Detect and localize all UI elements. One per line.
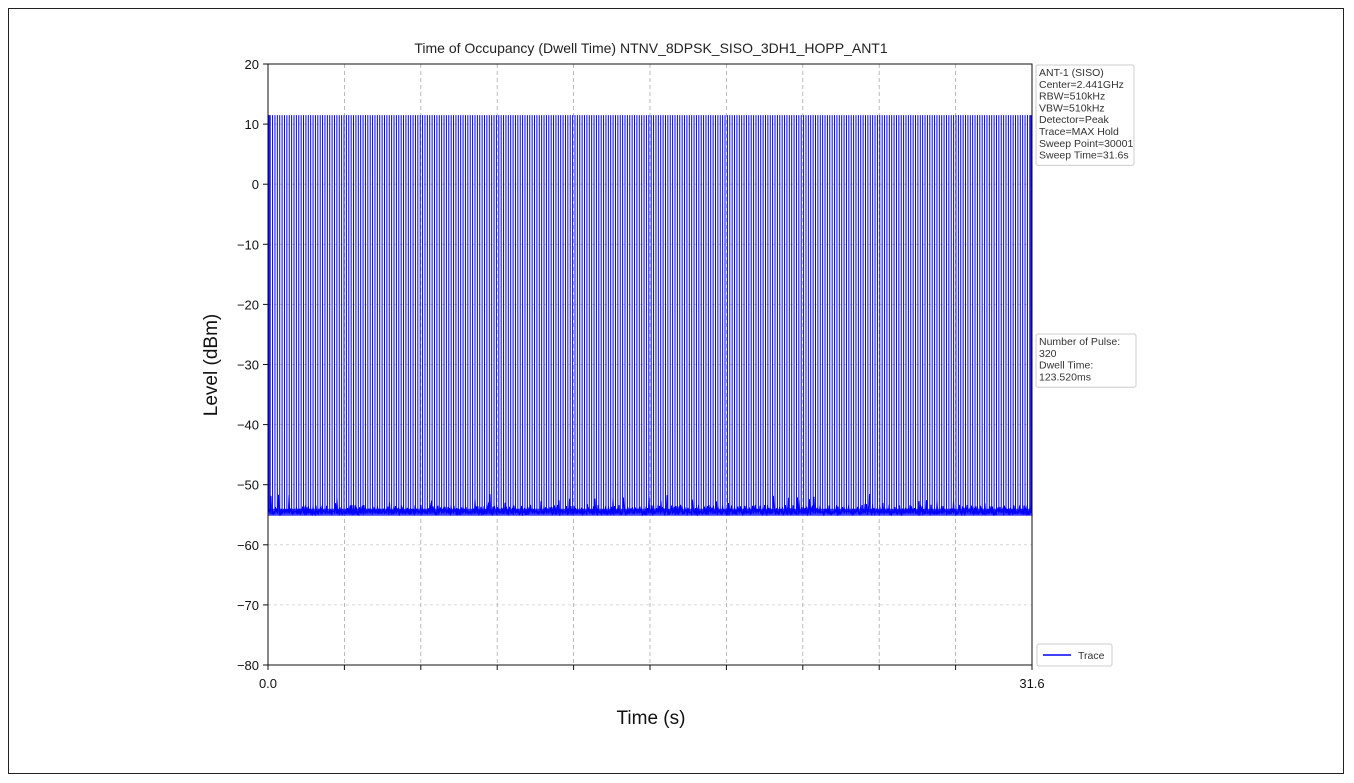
settings-line-1: Center=2.441GHz <box>1039 79 1124 91</box>
y-tick-label-5: −30 <box>237 358 259 373</box>
settings-line-3: VBW=510kHz <box>1039 102 1105 114</box>
legend: Trace <box>1036 643 1113 667</box>
x-tick-label-0: 0.0 <box>259 676 277 691</box>
y-tick-label-9: −70 <box>237 598 259 613</box>
y-tick-label-7: −50 <box>237 478 259 493</box>
result-line-2: Dwell Time: <box>1039 360 1093 372</box>
y-tick-label-8: −60 <box>237 538 259 553</box>
y-axis: 20 10 0 −10 −20 −30 −40 −50 −60 −70 −80 <box>237 57 268 673</box>
settings-line-2: RBW=510kHz <box>1039 91 1105 103</box>
y-tick-label-0: 20 <box>245 57 259 72</box>
trace-noise-band <box>268 508 1032 516</box>
y-tick-label-6: −40 <box>237 418 259 433</box>
settings-line-7: Sweep Time=31.6s <box>1039 150 1129 162</box>
result-line-3: 123.520ms <box>1039 371 1091 383</box>
y-tick-label-4: −20 <box>237 297 259 312</box>
y-tick-label-1: 10 <box>245 117 259 132</box>
settings-line-6: Sweep Point=30001 <box>1039 138 1133 150</box>
x-tick-label-1: 31.6 <box>1019 676 1044 691</box>
trace-pulses <box>269 115 1031 514</box>
x-axis-label: Time (s) <box>617 708 686 729</box>
settings-info-box: ANT-1 (SISO)Center=2.441GHzRBW=510kHzVBW… <box>1035 64 1135 166</box>
settings-line-0: ANT-1 (SISO) <box>1039 67 1104 79</box>
legend-border <box>1036 643 1113 667</box>
result-line-1: 320 <box>1039 348 1057 360</box>
chart-title: Time of Occupancy (Dwell Time) NTNV_8DPS… <box>414 40 888 56</box>
settings-line-5: Trace=MAX Hold <box>1039 126 1119 138</box>
y-tick-label-3: −10 <box>237 237 259 252</box>
x-axis: 0.0 31.6 <box>259 665 1045 691</box>
y-tick-label-10: −80 <box>237 658 259 673</box>
y-axis-label: Level (dBm) <box>201 314 222 416</box>
settings-border <box>1035 64 1135 166</box>
settings-line-4: Detector=Peak <box>1039 114 1109 126</box>
result-line-0: Number of Pulse: <box>1039 336 1120 348</box>
trace-series <box>267 115 1033 516</box>
legend-label-trace: Trace <box>1078 650 1105 662</box>
y-tick-label-2: 0 <box>252 177 259 192</box>
result-border <box>1035 333 1137 388</box>
